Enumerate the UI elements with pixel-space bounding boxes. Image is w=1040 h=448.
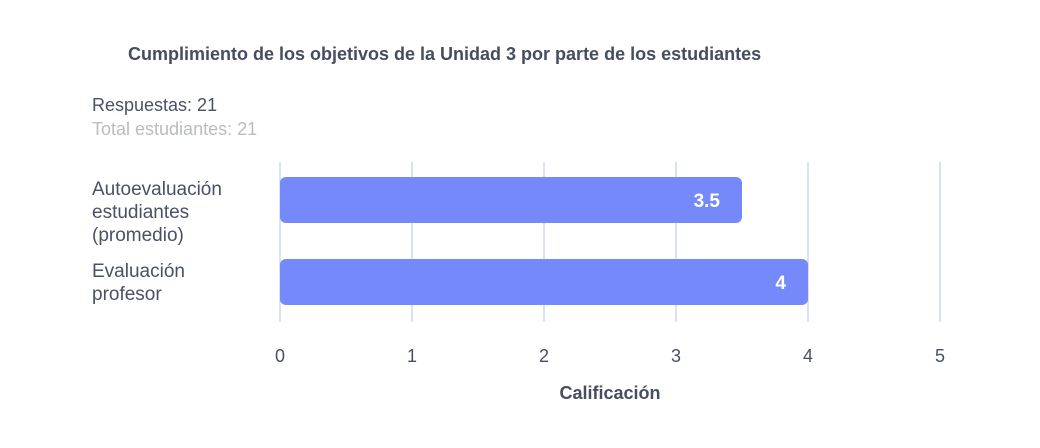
x-tick-label-5: 5 <box>935 346 945 366</box>
total-students: Total estudiantes: 21 <box>92 119 258 139</box>
bar-value-label-1: 4 <box>775 273 786 294</box>
x-tick-label-1: 1 <box>407 346 417 366</box>
bar-1 <box>280 259 808 305</box>
x-axis-title: Calificación <box>559 383 661 403</box>
x-tick-label-4: 4 <box>803 346 813 366</box>
bar-value-label-0: 3.5 <box>694 191 721 212</box>
x-tick-label-0: 0 <box>275 346 285 366</box>
category-label-teacher-evaluation: Evaluación profesor <box>92 261 185 305</box>
responses-count: Respuestas: 21 <box>92 95 218 115</box>
bar-0 <box>280 177 742 223</box>
category-label-self-evaluation: Autoevaluación estudiantes (promedio) <box>92 179 222 246</box>
chart-title: Cumplimiento de los objetivos de la Unid… <box>128 44 762 64</box>
x-tick-label-2: 2 <box>539 346 549 366</box>
x-tick-label-3: 3 <box>671 346 681 366</box>
